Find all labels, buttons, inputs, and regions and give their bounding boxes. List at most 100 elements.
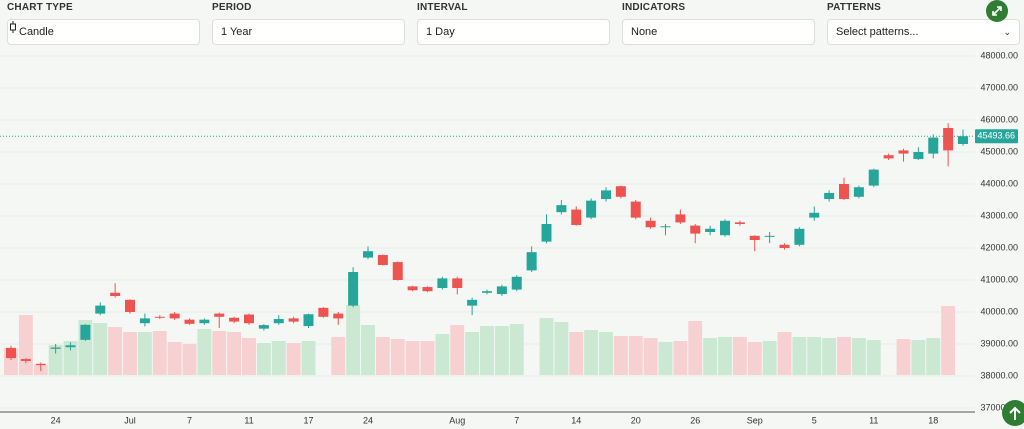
volume-bar xyxy=(747,342,762,375)
candle-body xyxy=(705,228,716,232)
candle-body xyxy=(258,325,269,329)
x-tick-label: 17 xyxy=(303,415,313,425)
x-tick-label: Aug xyxy=(449,415,465,425)
x-tick-label: 24 xyxy=(51,415,61,425)
dropdown-arrow: ⌄ xyxy=(1003,27,1011,37)
volume-bar xyxy=(599,332,613,375)
candle-body xyxy=(541,224,552,242)
candle-body xyxy=(586,200,597,218)
volume-bar xyxy=(137,332,152,375)
candle-body xyxy=(779,244,790,248)
select-value: 1 Year xyxy=(221,26,253,38)
volume-bar xyxy=(509,324,524,375)
x-tick-label: 5 xyxy=(812,415,817,425)
expand-button[interactable] xyxy=(986,0,1008,22)
candle-body xyxy=(214,313,225,317)
expand-icon xyxy=(992,6,1002,16)
control: PERIOD 1 Year xyxy=(212,0,405,45)
x-tick-label: 11 xyxy=(244,415,253,425)
volume-bar xyxy=(494,326,509,375)
y-tick-label: 43000.00 xyxy=(980,210,1018,220)
candle-body xyxy=(244,314,254,324)
volume-bar xyxy=(63,341,78,375)
candle-body xyxy=(496,286,507,295)
y-tick-label: 48000.00 xyxy=(980,50,1018,60)
candle-body xyxy=(809,212,820,218)
candle-body xyxy=(288,318,299,322)
candle-body xyxy=(125,299,135,312)
x-tick-label: 24 xyxy=(363,415,373,425)
candle-body xyxy=(35,363,46,366)
volume-bar xyxy=(361,325,375,375)
candle-body xyxy=(660,226,671,228)
x-tick-label: 20 xyxy=(631,415,641,425)
candle-body xyxy=(407,286,418,291)
volume-bar xyxy=(837,337,851,375)
candle-body xyxy=(318,307,329,317)
select-value: Select patterns... xyxy=(836,26,919,38)
volume-bar xyxy=(197,329,212,375)
candle-body xyxy=(482,291,492,293)
candle-body xyxy=(571,209,582,225)
volume-bar xyxy=(435,334,450,375)
volume-bar xyxy=(152,331,167,375)
y-tick-label: 38000.00 xyxy=(980,370,1018,380)
volume-bar xyxy=(167,342,182,375)
candle-body xyxy=(601,190,611,200)
volume-bar xyxy=(227,332,242,375)
x-tick-label: Jul xyxy=(124,415,136,425)
volume-bar xyxy=(941,306,956,375)
candle-body xyxy=(377,255,388,265)
x-tick-label: 7 xyxy=(187,415,192,425)
candle-body xyxy=(437,278,448,288)
volume-bar xyxy=(762,341,777,375)
select-box[interactable]: 1 Year xyxy=(212,19,405,45)
control-label: INTERVAL xyxy=(417,2,468,13)
volume-bar xyxy=(822,338,837,375)
volume-bar xyxy=(123,332,137,375)
candle-body xyxy=(467,299,478,306)
candle-body xyxy=(303,314,314,327)
volume-bar xyxy=(688,321,703,375)
control: PATTERNS Select patterns... ⌄ xyxy=(827,0,1020,45)
volume-bar xyxy=(480,326,494,375)
volume-bar xyxy=(48,345,63,375)
candle-body xyxy=(853,187,864,197)
volume-bar xyxy=(628,336,643,375)
control: CHART TYPE Candle xyxy=(7,0,200,45)
candle-body xyxy=(229,317,240,322)
select-box[interactable]: 1 Day xyxy=(417,19,610,45)
select-box[interactable]: Candle xyxy=(7,19,200,45)
volume-bar xyxy=(673,341,688,375)
y-tick-label: 46000.00 xyxy=(980,114,1018,124)
candle-body xyxy=(720,220,730,236)
select-box[interactable]: Select patterns... ⌄ xyxy=(827,19,1020,45)
x-tick-label: 14 xyxy=(571,415,581,425)
volume-bar xyxy=(331,337,346,375)
volume-bar xyxy=(569,332,584,375)
candle-body xyxy=(868,169,879,186)
candle-body xyxy=(958,136,968,144)
candle-body xyxy=(169,313,180,319)
volume-bar xyxy=(851,338,866,375)
candle-body xyxy=(80,324,91,340)
candle-body xyxy=(110,292,121,296)
control-label: CHART TYPE xyxy=(7,2,73,13)
volume-bar xyxy=(896,339,911,375)
candle-body xyxy=(333,313,344,319)
candle-body xyxy=(6,347,16,359)
volume-bar xyxy=(554,322,569,375)
volume-bar xyxy=(926,338,941,375)
candle-body xyxy=(511,276,522,290)
select-box[interactable]: None xyxy=(622,19,815,45)
volume-bar xyxy=(807,337,822,375)
control: INDICATORS None xyxy=(622,0,815,45)
y-tick-label: 41000.00 xyxy=(980,274,1018,284)
candle-body xyxy=(734,222,745,224)
candle-body xyxy=(139,318,150,324)
volume-bar xyxy=(182,344,197,375)
scroll-top-button[interactable] xyxy=(1002,400,1024,426)
candle-body xyxy=(556,205,567,213)
candle-body xyxy=(630,201,641,218)
